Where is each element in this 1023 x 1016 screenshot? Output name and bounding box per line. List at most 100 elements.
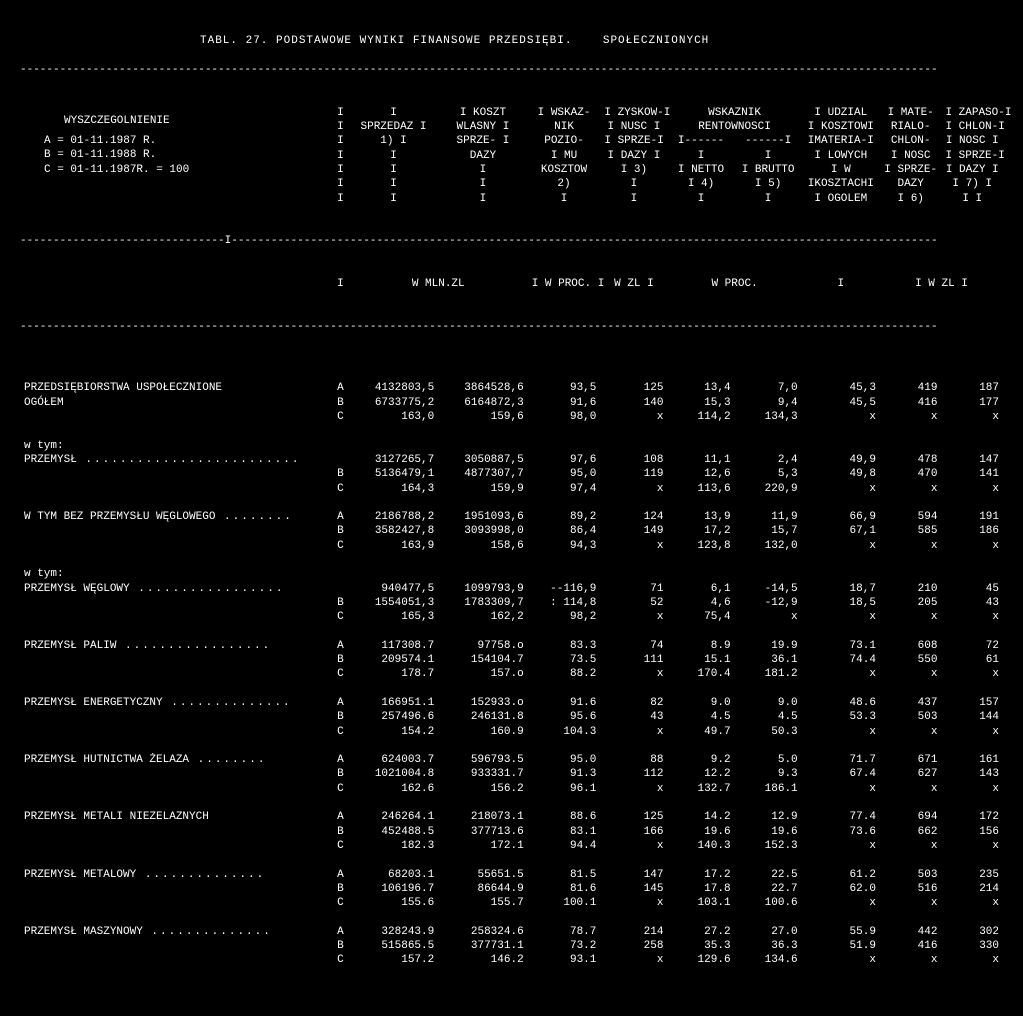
cell: x — [600, 410, 667, 424]
cell: 160.9 — [438, 725, 527, 739]
cell: 3582427,8 — [349, 524, 438, 538]
cell — [941, 567, 1003, 581]
cell: 152933.o — [438, 696, 527, 710]
cell — [349, 567, 438, 581]
cell: 6164872,3 — [438, 396, 527, 410]
cell: 2,4 — [735, 453, 802, 467]
cell: 62.0 — [802, 882, 880, 896]
cell: 97758.o — [438, 639, 527, 653]
cell: 55.9 — [802, 925, 880, 939]
cell: 328243.9 — [349, 925, 438, 939]
cell: 13,4 — [667, 381, 734, 395]
cell — [941, 439, 1003, 453]
table-row: C182.3172.194.4x140.3152.3xxx — [20, 839, 1003, 853]
table-row: PRZEMYSŁ METALI NIEZELAZNYCHA246264.1218… — [20, 810, 1003, 824]
cell: 86644.9 — [438, 882, 527, 896]
table-row: PRZEDSIĘBIORSTWA USPOŁECZNIONEA4132803,5… — [20, 381, 1003, 395]
row-code: A — [333, 381, 349, 395]
table-row: B5136479,14877307,795,011912,65,349,8470… — [20, 467, 1003, 481]
cell: 93.1 — [528, 953, 601, 967]
row-code: A — [333, 696, 349, 710]
cell: x — [941, 725, 1003, 739]
row-label: PRZEMYSŁ HUTNICTWA ŻELAZA — [20, 753, 333, 767]
table-row — [20, 796, 1003, 810]
table-row: w tym: — [20, 567, 1003, 581]
cell: 214 — [941, 882, 1003, 896]
cell: 9.0 — [667, 696, 734, 710]
row-label — [20, 610, 333, 624]
cell: 3127265,7 — [349, 453, 438, 467]
cell: 132,0 — [735, 539, 802, 553]
cell: 95.0 — [528, 753, 601, 767]
cell: 624003.7 — [349, 753, 438, 767]
cell: 155.6 — [349, 896, 438, 910]
cell: 1783309,7 — [438, 596, 527, 610]
table-row: C163,0159,698,0x114,2134,3xxx — [20, 410, 1003, 424]
cell: 220,9 — [735, 482, 802, 496]
divider: ----------------------------------------… — [20, 320, 1003, 334]
cell: 235 — [941, 868, 1003, 882]
table-row: OGÓŁEMB6733775,26164872,391,614015,39,44… — [20, 396, 1003, 410]
cell: 93,5 — [528, 381, 601, 395]
cell: 124 — [600, 510, 667, 524]
cell: x — [802, 667, 880, 681]
cell: 12,6 — [667, 467, 734, 481]
table-row — [20, 853, 1003, 867]
cell: 22.7 — [735, 882, 802, 896]
cell: 134.6 — [735, 953, 802, 967]
cell: 112 — [600, 767, 667, 781]
row-label: PRZEMYSŁ ENERGETYCZNY — [20, 696, 333, 710]
cell: 61.2 — [802, 868, 880, 882]
cell: 51.9 — [802, 939, 880, 953]
cell: 27.2 — [667, 925, 734, 939]
cell — [438, 567, 527, 581]
cell: 81.5 — [528, 868, 601, 882]
row-label — [20, 667, 333, 681]
table-row: B452488.5377713.683.116619.619.673.66621… — [20, 825, 1003, 839]
cell: 143 — [941, 767, 1003, 781]
row-label — [20, 410, 333, 424]
cell: 91,6 — [528, 396, 601, 410]
row-code: C — [333, 410, 349, 424]
cell: 662 — [880, 825, 942, 839]
cell: x — [880, 482, 942, 496]
cell — [349, 439, 438, 453]
table-row: B1554051,31783309,7: 114,8524,6-12,918,5… — [20, 596, 1003, 610]
row-code: C — [333, 610, 349, 624]
cell: 470 — [880, 467, 942, 481]
cell: x — [941, 839, 1003, 853]
cell — [528, 567, 601, 581]
cell: 55651.5 — [438, 868, 527, 882]
cell: 257496.6 — [349, 710, 438, 724]
cell: 97,4 — [528, 482, 601, 496]
cell: x — [802, 482, 880, 496]
cell — [802, 439, 880, 453]
table-row: W TYM BEZ PRZEMYSŁU WĘGLOWEGOA2186788,21… — [20, 510, 1003, 524]
cell: 694 — [880, 810, 942, 824]
cell: 71.7 — [802, 753, 880, 767]
cell: 95.6 — [528, 710, 601, 724]
cell: 19.6 — [667, 825, 734, 839]
cell: 210 — [880, 582, 942, 596]
cell: 1021004.8 — [349, 767, 438, 781]
cell: 159,6 — [438, 410, 527, 424]
cell: 45 — [941, 582, 1003, 596]
cell: x — [600, 667, 667, 681]
cell: 155.7 — [438, 896, 527, 910]
cell: 187 — [941, 381, 1003, 395]
cell: 4877307,7 — [438, 467, 527, 481]
cell: 6733775,2 — [349, 396, 438, 410]
cell: x — [802, 610, 880, 624]
cell: x — [941, 953, 1003, 967]
cell: 166951.1 — [349, 696, 438, 710]
cell: 550 — [880, 653, 942, 667]
table-row — [20, 739, 1003, 753]
cell: 77.4 — [802, 810, 880, 824]
cell — [735, 439, 802, 453]
cell: 157.o — [438, 667, 527, 681]
cell: 49.7 — [667, 725, 734, 739]
cell: 13,9 — [667, 510, 734, 524]
table-row: C163,9158,694,3x123,8132,0xxx — [20, 539, 1003, 553]
cell: 113,6 — [667, 482, 734, 496]
cell: x — [802, 839, 880, 853]
